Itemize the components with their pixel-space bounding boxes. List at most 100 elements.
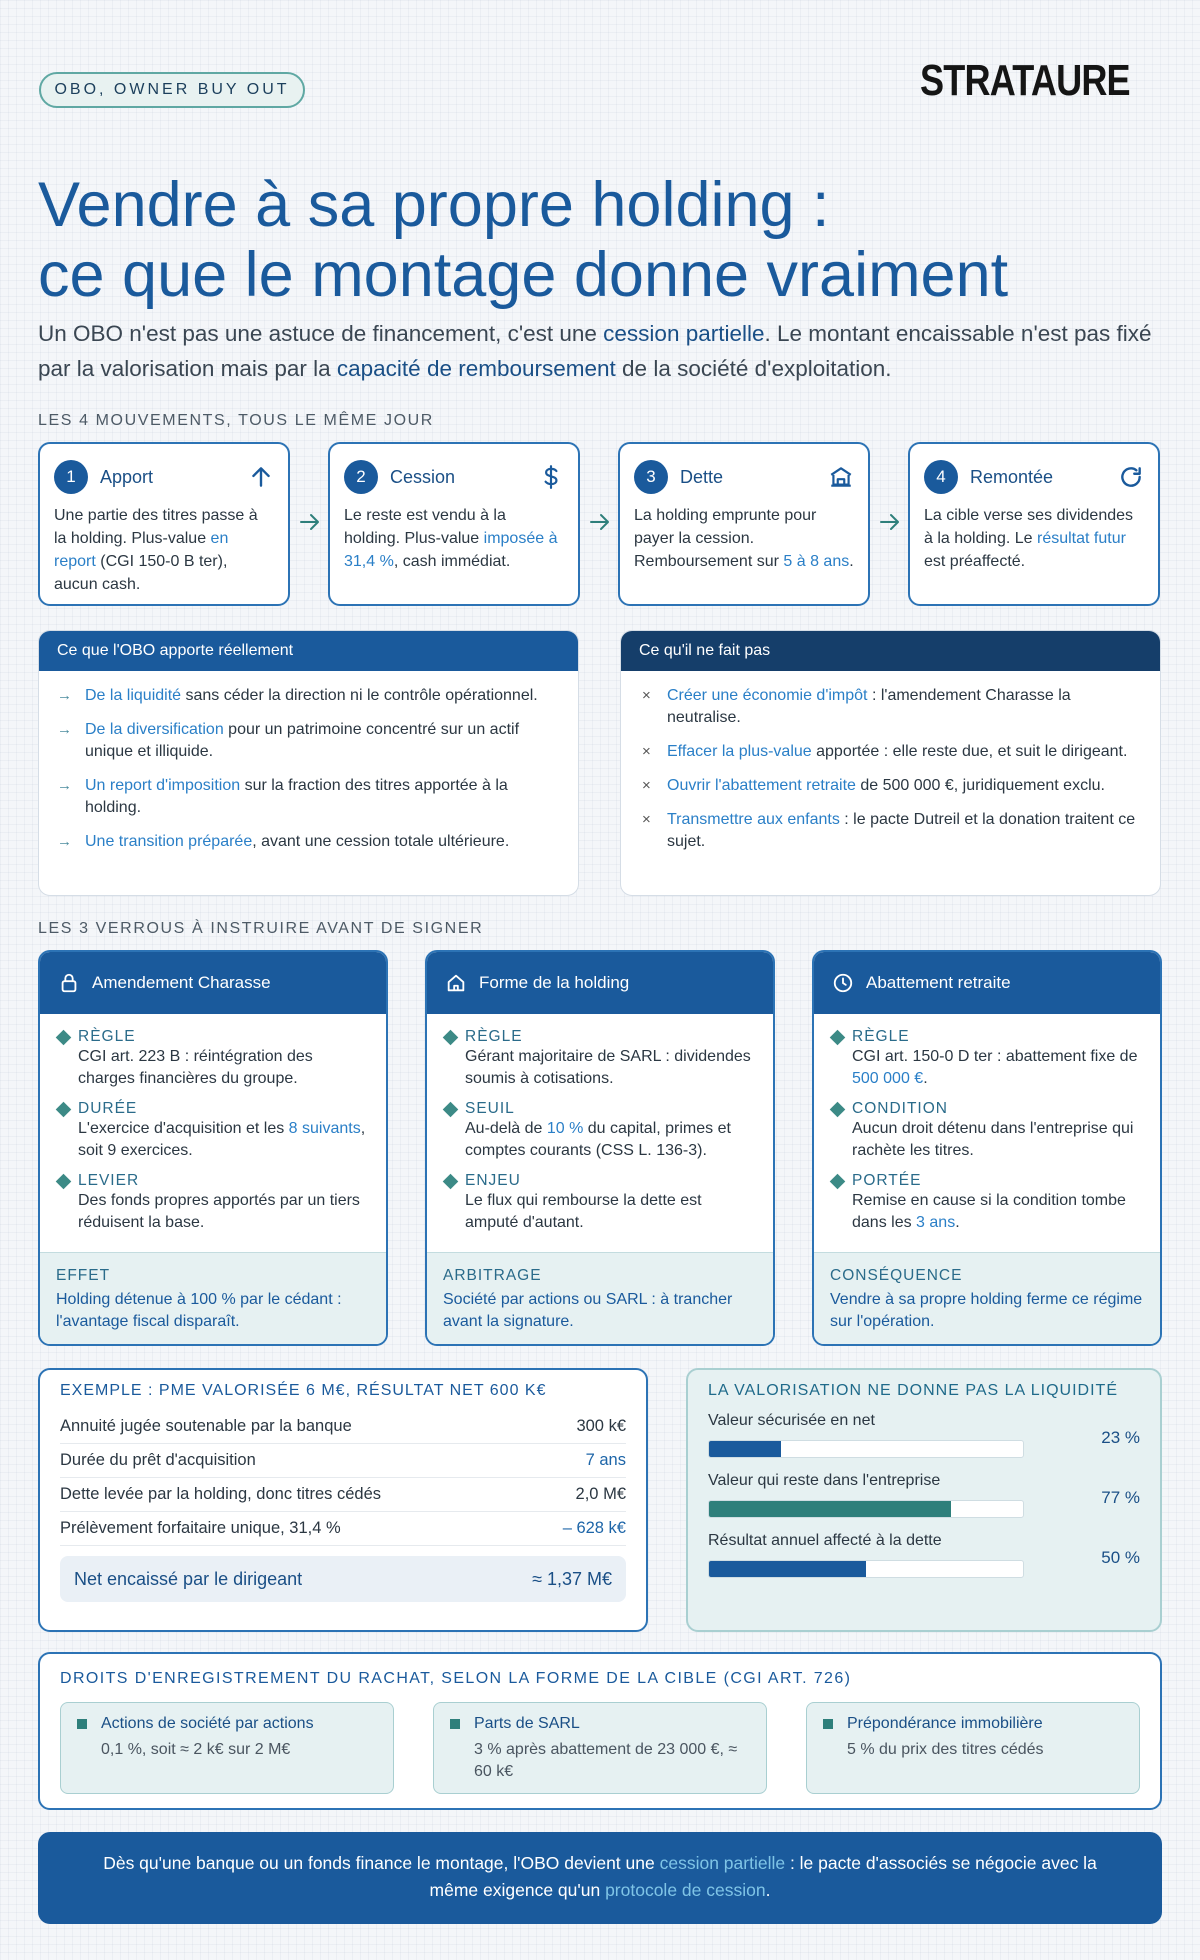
step-number: 2 bbox=[344, 460, 378, 494]
step-title: Cession bbox=[390, 466, 456, 487]
arrow-right-icon bbox=[880, 514, 899, 530]
bar-label: Valeur qui reste dans l'entreprise bbox=[708, 1472, 941, 1489]
limits-panel: Ce qu'il ne fait pas × Créer une économie… bbox=[620, 630, 1161, 896]
step-title: Remontée bbox=[970, 466, 1054, 487]
rule-block: DURÉE L'exercice d'acquisition et les 8 … bbox=[55, 1100, 370, 1162]
diamond-icon bbox=[55, 1173, 72, 1189]
square-bullet-icon bbox=[450, 1719, 460, 1729]
arrow-right-icon bbox=[300, 514, 319, 530]
bar-track bbox=[708, 1560, 1024, 1578]
duty-card: Parts de SARL 3 % après abattement de 23… bbox=[433, 1702, 767, 1794]
net-value: ≈ 1,37 M€ bbox=[532, 1568, 612, 1589]
valuation-title: LA VALORISATION NE DONNE PAS LA LIQUIDIT… bbox=[708, 1382, 1118, 1399]
rule-block: RÈGLE Gérant majoritaire de SARL : divid… bbox=[442, 1028, 757, 1090]
example-row: Dette levée par la holding, donc titres … bbox=[60, 1478, 626, 1512]
step-card-remontee: 4 Remontée La cible verse ses dividendes… bbox=[908, 442, 1160, 606]
rule-block: SEUIL Au-delà de 10 % du capital, primes… bbox=[442, 1100, 757, 1162]
clock-icon bbox=[833, 973, 853, 993]
benefit-item: → De la diversification pour un patrimoin… bbox=[57, 719, 560, 763]
lock-icon bbox=[61, 973, 77, 993]
intro-text: Un OBO n'est pas une astuce de financeme… bbox=[38, 316, 1168, 386]
lock-card-footer: ARBITRAGE Société par actions ou SARL : … bbox=[427, 1252, 773, 1344]
diamond-icon bbox=[442, 1101, 459, 1117]
section-label-mouvements: LES 4 MOUVEMENTS, TOUS LE MÊME JOUR bbox=[38, 412, 434, 429]
rule-block: PORTÉE Remise en cause si la condition t… bbox=[829, 1172, 1144, 1234]
bar-track bbox=[708, 1500, 1024, 1518]
cross-icon: × bbox=[642, 811, 651, 828]
lock-card-charasse: Amendement Charasse RÈGLE CGI art. 223 B… bbox=[38, 950, 388, 1346]
bar-percent: 50 % bbox=[1101, 1548, 1140, 1567]
rule-block: RÈGLE CGI art. 223 B : réintégration des… bbox=[55, 1028, 370, 1090]
brand-logo: STRATAURE bbox=[920, 56, 1131, 105]
valuation-panel: LA VALORISATION NE DONNE PAS LA LIQUIDIT… bbox=[686, 1368, 1162, 1632]
arrow-right-icon: → bbox=[57, 721, 72, 738]
cross-icon: × bbox=[642, 777, 651, 794]
example-net-total: Net encaissé par le dirigeant ≈ 1,37 M€ bbox=[60, 1556, 626, 1602]
step-number: 3 bbox=[634, 460, 668, 494]
cross-icon: × bbox=[642, 687, 651, 704]
title-line-2: ce que le montage donne vraiment bbox=[38, 240, 1009, 310]
section-label-verrous: LES 3 VERROUS À INSTRUIRE AVANT DE SIGNE… bbox=[38, 920, 484, 937]
bar-percent: 77 % bbox=[1101, 1488, 1140, 1507]
intro-part: . Le montant encaissable n'est pas fixé … bbox=[38, 321, 1152, 381]
bar-percent: 23 % bbox=[1101, 1428, 1140, 1447]
limit-item: × Créer une économie d'impôt : l'amendeme… bbox=[639, 685, 1142, 729]
rule-block: RÈGLE CGI art. 150-0 D ter : abattement … bbox=[829, 1028, 1144, 1090]
step-card-apport: 1 Apport Une partie des titres passe à l… bbox=[38, 442, 290, 606]
duty-card: Actions de société par actions 0,1 %, so… bbox=[60, 1702, 394, 1794]
rule-block: CONDITION Aucun droit détenu dans l'entr… bbox=[829, 1100, 1144, 1162]
example-row: Prélèvement forfaitaire unique, 31,4 % – … bbox=[60, 1512, 626, 1546]
bar-fill bbox=[709, 1441, 782, 1457]
arrow-right-icon: → bbox=[57, 833, 72, 850]
square-bullet-icon bbox=[77, 1719, 87, 1729]
limits-title: Ce qu'il ne fait pas bbox=[621, 631, 1160, 671]
diamond-icon bbox=[442, 1173, 459, 1189]
diamond-icon bbox=[829, 1029, 846, 1045]
benefits-title: Ce que l'OBO apporte réellement bbox=[39, 631, 578, 671]
duties-title: DROITS D'ENREGISTREMENT DU RACHAT, SELON… bbox=[60, 1670, 852, 1687]
refresh-icon bbox=[1121, 467, 1141, 487]
bar-fill bbox=[709, 1501, 951, 1517]
arrow-right-icon bbox=[590, 514, 609, 530]
page-title: Vendre à sa propre holding : ce que le m… bbox=[38, 170, 1008, 310]
rule-block: ENJEU Le flux qui rembourse la dette est… bbox=[442, 1172, 757, 1234]
diamond-icon bbox=[55, 1029, 72, 1045]
dollar-icon bbox=[544, 465, 558, 489]
step-description: Une partie des titres passe à la holding… bbox=[54, 507, 258, 593]
arrow-right-icon: → bbox=[57, 687, 72, 704]
diamond-icon bbox=[55, 1101, 72, 1117]
lock-card-footer: EFFET Holding détenue à 100 % par le céd… bbox=[40, 1252, 386, 1344]
lock-card-title: Abattement retraite bbox=[866, 973, 1011, 992]
lock-card-title: Amendement Charasse bbox=[92, 973, 271, 992]
lock-card-footer: CONSÉQUENCE Vendre à sa propre holding f… bbox=[814, 1252, 1160, 1344]
limit-item: × Effacer la plus-value apportée : elle r… bbox=[639, 741, 1142, 763]
bank-icon bbox=[830, 467, 852, 487]
step-card-cession: 2 Cession Le reste est vendu à la holdin… bbox=[328, 442, 580, 606]
benefit-item: → Un report d'imposition sur la fraction … bbox=[57, 775, 560, 819]
intro-part: de la société d'exploitation. bbox=[615, 356, 892, 381]
rule-block: LEVIER Des fonds propres apportés par un… bbox=[55, 1172, 370, 1234]
benefits-panel: Ce que l'OBO apporte réellement → De la l… bbox=[38, 630, 579, 896]
step-card-dette: 3 Dette La holding emprunte pour payer l… bbox=[618, 442, 870, 606]
diamond-icon bbox=[829, 1173, 846, 1189]
lock-card-title: Forme de la holding bbox=[479, 973, 630, 992]
bar-row: Valeur sécurisée en net 23 % bbox=[708, 1412, 1140, 1472]
net-label: Net encaissé par le dirigeant bbox=[74, 1568, 303, 1589]
limit-item: × Transmettre aux enfants : le pacte Dutr… bbox=[639, 809, 1142, 853]
cross-icon: × bbox=[642, 743, 651, 760]
bar-fill bbox=[709, 1561, 866, 1577]
registration-duties-panel: DROITS D'ENREGISTREMENT DU RACHAT, SELON… bbox=[38, 1652, 1162, 1810]
limit-item: × Ouvrir l'abattement retraite de 500 000… bbox=[639, 775, 1142, 797]
bar-track bbox=[708, 1440, 1024, 1458]
example-row: Durée du prêt d'acquisition 7 ans bbox=[60, 1444, 626, 1478]
example-row: Annuité jugée soutenable par la banque 30… bbox=[60, 1410, 626, 1444]
step-title: Apport bbox=[100, 466, 154, 487]
conclusion-banner: Dès qu'une banque ou un fonds finance le… bbox=[38, 1832, 1162, 1924]
step-description: La holding emprunte pour payer la cessio… bbox=[634, 507, 854, 570]
step-title: Dette bbox=[680, 466, 724, 487]
arrow-right-icon: → bbox=[57, 777, 72, 794]
intro-highlight: cession partielle bbox=[603, 321, 765, 346]
title-line-1: Vendre à sa propre holding : bbox=[38, 170, 830, 240]
bar-label: Valeur sécurisée en net bbox=[708, 1412, 875, 1429]
example-title: EXEMPLE : PME VALORISÉE 6 M€, RÉSULTAT N… bbox=[60, 1382, 547, 1399]
